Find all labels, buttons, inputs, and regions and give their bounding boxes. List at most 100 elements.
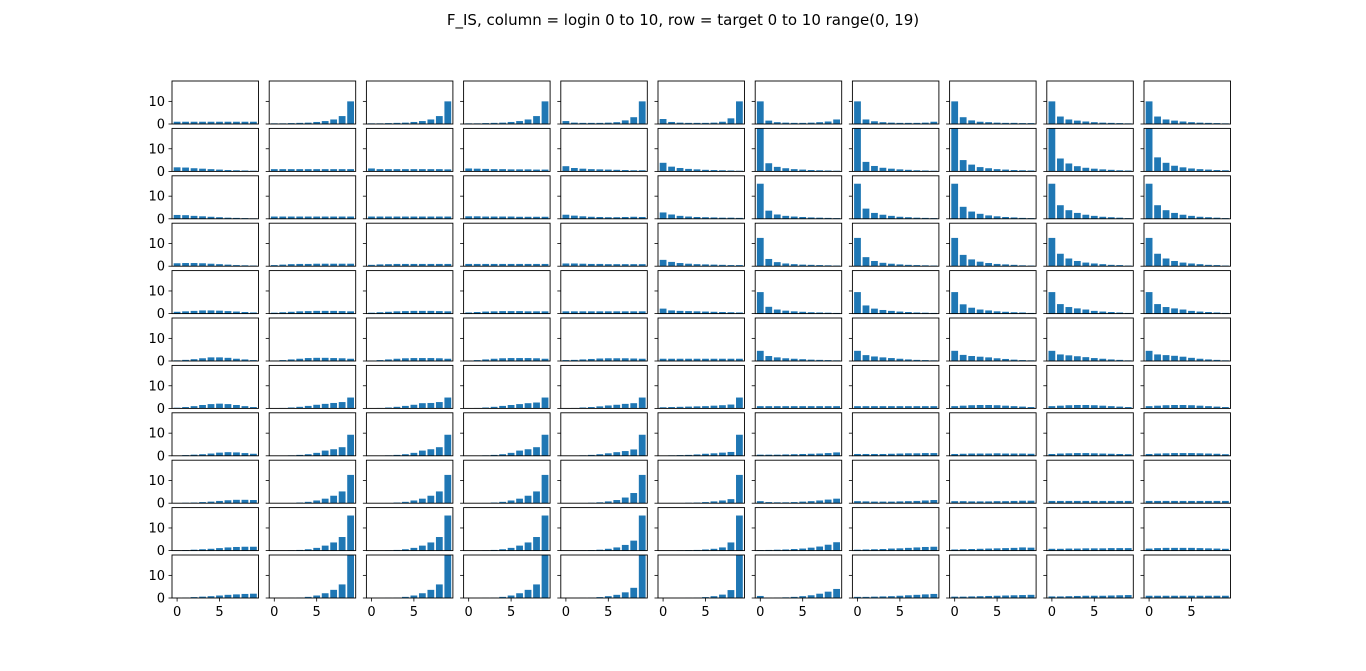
x-tick-label: 0 — [270, 605, 278, 620]
subplot-r9-c9 — [1043, 507, 1134, 552]
bar-r0-c5-x6 — [710, 122, 718, 124]
bar-r3-c7-x3 — [879, 262, 887, 267]
bar-r6-c1-x8 — [338, 402, 346, 409]
axes-frame — [171, 317, 259, 362]
bar-r7-c9-x9 — [1124, 454, 1132, 456]
bar-r3-c8-x6 — [1002, 264, 1009, 267]
bar-r1-c9-x0 — [1048, 128, 1056, 172]
axes-frame — [851, 554, 940, 599]
bar-r4-c5-x6 — [710, 311, 718, 314]
bar-r5-c8-x5 — [993, 358, 1001, 361]
bar-r5-c5-x6 — [710, 358, 718, 361]
axes-frame — [463, 459, 551, 504]
bar-r10-c0-x4 — [207, 596, 215, 598]
bar-r10-c6-x5 — [799, 596, 807, 598]
bar-r5-c8-x4 — [985, 357, 992, 361]
bar-r3-c7-x4 — [888, 263, 895, 267]
bar-r7-c6-x8 — [824, 453, 832, 456]
bar-r4-c3-x8 — [533, 311, 540, 314]
axes-frame — [1046, 364, 1134, 409]
bar-r9-c6-x6 — [807, 547, 815, 551]
bar-r5-c4-x5 — [604, 358, 612, 361]
bar-r10-c9-x7 — [1107, 595, 1115, 598]
bar-r7-c2-x7 — [427, 449, 435, 456]
bar-r2-c2-x2 — [385, 216, 392, 219]
bar-r8-c10-x2 — [1162, 500, 1170, 504]
bar-r2-c10-x1 — [1154, 205, 1161, 219]
bar-r4-c8-x8 — [1019, 312, 1026, 314]
bar-r6-c7-x9 — [930, 406, 938, 409]
bar-r7-c6-x2 — [773, 454, 781, 456]
bar-r3-c4-x3 — [587, 263, 595, 267]
subplot-r0-c6 — [751, 80, 843, 125]
bar-r0-c9-x5 — [1090, 122, 1098, 124]
bar-r5-c0-x9 — [250, 360, 257, 361]
bar-r1-c5-x2 — [676, 168, 684, 172]
bar-r4-c2-x9 — [444, 311, 452, 314]
bar-r3-c7-x1 — [862, 257, 870, 267]
bar-r9-c10-x6 — [1196, 548, 1204, 551]
bar-r9-c1-x6 — [321, 545, 329, 551]
bar-r2-c4-x7 — [621, 216, 629, 219]
bar-r8-c9-x2 — [1065, 500, 1073, 504]
axes-frame — [1046, 554, 1134, 599]
bar-r2-c2-x7 — [427, 216, 435, 219]
bar-r0-c10-x6 — [1196, 122, 1204, 124]
axes-frame — [657, 507, 745, 552]
bar-r5-c4-x8 — [630, 358, 638, 361]
bar-r10-c7-x2 — [871, 596, 878, 598]
subplot-r1-c7 — [848, 127, 940, 172]
bar-r1-c3-x9 — [541, 169, 549, 172]
bar-r5-c0-x5 — [216, 357, 223, 361]
bar-r10-c1-x8 — [338, 584, 346, 598]
bar-r7-c1-x6 — [321, 450, 329, 456]
bar-r7-c0-x7 — [233, 452, 240, 456]
bar-r1-c8-x0 — [951, 128, 959, 172]
bar-r0-c3-x5 — [507, 121, 515, 124]
subplot-r3-c2 — [362, 222, 454, 267]
bar-r8-c1-x9 — [347, 474, 354, 504]
bar-r10-c1-x4 — [304, 596, 312, 598]
bar-r7-c2-x3 — [393, 454, 401, 456]
axes-frame — [171, 222, 259, 267]
bar-r1-c8-x5 — [993, 169, 1001, 172]
axes-frame — [560, 317, 648, 362]
axes-frame — [851, 127, 940, 172]
axes-frame — [560, 459, 648, 504]
bar-r5-c9-x7 — [1107, 359, 1115, 361]
bar-r0-c8-x7 — [1010, 122, 1018, 124]
axes-frame — [268, 80, 357, 125]
axes-frame — [171, 412, 259, 457]
bar-r9-c9-x8 — [1116, 548, 1124, 551]
bar-r1-c1-x7 — [330, 169, 338, 172]
bar-r5-c9-x6 — [1099, 358, 1107, 361]
subplot-r7-c5 — [654, 412, 745, 457]
bar-r2-c9-x0 — [1048, 183, 1056, 219]
subplot-r2-c0: 010 — [148, 175, 259, 227]
bar-r1-c0-x5 — [216, 169, 223, 172]
subplot-r1-c0: 0 10 — [148, 127, 259, 180]
axes-frame — [851, 459, 940, 504]
bar-r3-c9-x4 — [1082, 262, 1090, 267]
bar-r4-c9-x1 — [1056, 304, 1064, 314]
bar-r3-c0-x1 — [182, 263, 189, 267]
bar-r5-c10-x4 — [1179, 356, 1187, 361]
bar-r7-c2-x5 — [410, 452, 418, 456]
subplot-r2-c4 — [557, 175, 648, 220]
x-tick-label: 0 — [367, 605, 375, 620]
bar-r2-c2-x9 — [444, 216, 452, 219]
bar-r9-c1-x8 — [338, 537, 346, 551]
bar-r6-c7-x3 — [879, 406, 887, 409]
bar-r8-c6-x9 — [833, 498, 840, 504]
bar-r6-c6-x4 — [790, 406, 798, 409]
bar-r8-c7-x6 — [904, 501, 912, 504]
bar-r1-c3-x7 — [524, 169, 532, 172]
subplot-r5-c5 — [654, 317, 745, 362]
bar-r5-c5-x3 — [685, 358, 692, 361]
bar-r2-c6-x5 — [799, 216, 807, 219]
bar-r4-c4-x7 — [621, 311, 629, 314]
bar-r9-c8-x3 — [976, 548, 984, 551]
bar-r0-c8-x1 — [959, 117, 967, 124]
bar-r1-c7-x6 — [904, 169, 912, 172]
bar-r8-c6-x2 — [773, 502, 781, 504]
